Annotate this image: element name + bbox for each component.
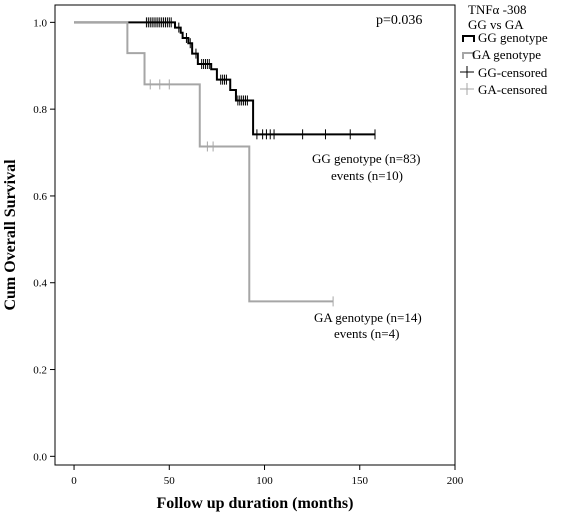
y-axis-title: Cum Overall Survival xyxy=(2,159,19,311)
x-tick-label-4: 200 xyxy=(447,475,464,487)
y-tick-label-2: 0.4 xyxy=(33,278,47,290)
legend: TNFα -308 GG vs GA GG genotype GA genoty… xyxy=(460,2,548,97)
legend-ga-genotype-label: GA genotype xyxy=(472,47,541,62)
legend-ga-censored-marker xyxy=(460,83,474,95)
legend-gg-genotype-swatch xyxy=(462,35,475,42)
x-tick-label-3: 150 xyxy=(352,475,369,487)
ga-annotation-line-1: GA genotype (n=14) xyxy=(314,310,422,325)
y-tick-label-0: 0.0 xyxy=(33,451,47,463)
y-tick-label-3: 0.6 xyxy=(33,191,47,203)
p-value-label: p=0.036 xyxy=(376,13,422,28)
x-tick-label-2: 100 xyxy=(256,475,273,487)
legend-ga-genotype-swatch xyxy=(462,52,475,59)
axis-layer: 0 50 100 150 200 0.0 0.2 0.4 0.6 0.8 1.0 xyxy=(33,17,464,487)
ga-genotype-survival-curve xyxy=(74,21,334,303)
plot-area-frame xyxy=(54,4,456,466)
legend-title-line-1: TNFα -308 xyxy=(468,2,526,17)
series-layer xyxy=(74,17,376,307)
y-tick-label-4: 0.8 xyxy=(33,104,47,116)
gg-genotype-survival-curve xyxy=(74,21,375,136)
gg-annotation-line-1: GG genotype (n=83) xyxy=(312,151,420,166)
legend-gg-censored-label: GG-censored xyxy=(478,65,548,80)
y-tick-label-1: 0.2 xyxy=(33,365,47,377)
legend-gg-genotype-label: GG genotype xyxy=(478,30,548,45)
legend-gg-censored-marker xyxy=(460,66,474,78)
x-axis-title: Follow up duration (months) xyxy=(157,495,354,512)
legend-title-line-2: GG vs GA xyxy=(468,17,524,32)
legend-ga-censored-label: GA-censored xyxy=(478,82,548,97)
ga-annotation-line-2: events (n=4) xyxy=(334,326,399,341)
y-tick-label-5: 1.0 xyxy=(33,17,47,29)
gg-annotation-line-2: events (n=10) xyxy=(331,168,403,183)
x-tick-label-1: 50 xyxy=(164,475,176,487)
x-tick-label-0: 0 xyxy=(71,475,77,487)
